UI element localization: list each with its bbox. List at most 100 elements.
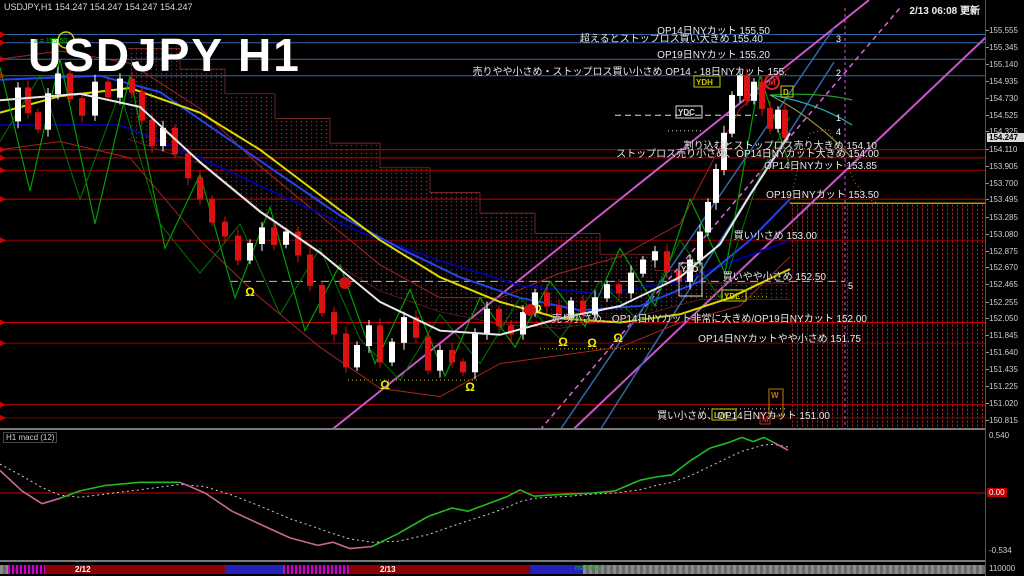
price-axis-tick: 151.640 (989, 348, 1018, 357)
macd-main-line (179, 481, 206, 494)
price-axis-tick: 153.905 (989, 162, 1018, 171)
current-price-badge: 154.247 (987, 133, 1024, 142)
macd-main-line (0, 469, 23, 492)
macd-main-line (671, 460, 691, 476)
timeline-segment (583, 565, 985, 574)
macd-main-line (549, 493, 571, 496)
macd-indicator-chart[interactable] (0, 430, 1024, 560)
macd-main-line (781, 446, 789, 451)
omega-marker-icon: Ω (613, 331, 623, 345)
red-dot-marker-icon (339, 277, 351, 289)
level-arrow-icon (0, 167, 6, 174)
level-arrow-icon (0, 340, 6, 347)
price-axis-tick: 151.020 (989, 399, 1018, 408)
macd-main-line (487, 495, 509, 505)
level-arrow-icon (0, 31, 6, 38)
macd-main-line (104, 481, 141, 487)
macd-main-line (614, 479, 641, 492)
signal-markers: Ω Ω Ω Ω Ω Ω Ω M (57, 31, 780, 394)
price-axis-tick: 152.050 (989, 314, 1018, 323)
price-axis-tick: 150.815 (989, 416, 1018, 425)
op-level-lines (0, 31, 985, 421)
timeline-segment (225, 565, 283, 574)
omega-marker-icon: Ω (465, 380, 475, 394)
price-axis-tick: 154.935 (989, 77, 1018, 86)
symbol-ohlc-info: USDJPY,H1 154.247 154.247 154.247 154.24… (4, 2, 193, 12)
small-indicator-label: a = 155.50 (34, 38, 68, 45)
macd-axis-tick: -0.534 (989, 546, 1012, 556)
red-dot-marker-icon (524, 304, 536, 316)
macd-zero-badge: 0.00 (987, 488, 1007, 497)
ma-white (0, 92, 791, 336)
omega-marker-icon: Ω (380, 378, 390, 392)
omega-marker-icon: Ω (532, 302, 542, 316)
price-axis-tick: 153.700 (989, 179, 1018, 188)
price-axis-tick: 153.495 (989, 195, 1018, 204)
macd-main-line (451, 507, 469, 512)
price-axis-tick: 155.140 (989, 60, 1018, 69)
macd-main-line (569, 492, 593, 495)
macd-main-line (79, 484, 106, 492)
price-axis-tick: 153.285 (989, 213, 1018, 222)
svg-text:M: M (768, 77, 776, 87)
timeline-segment (530, 565, 583, 574)
price-axis-tick: 152.670 (989, 263, 1018, 272)
price-axis-tick: 153.080 (989, 230, 1018, 239)
macd-main-line (371, 532, 399, 548)
timeline-date-label: 2/12 (75, 565, 91, 574)
price-axis-tick: 152.875 (989, 247, 1018, 256)
macd-axis-tick: 0.540 (989, 431, 1010, 441)
svg-text:YDH: YDH (696, 78, 713, 87)
macd-main-line (709, 441, 729, 449)
level-arrow-icon (0, 319, 6, 326)
macd-main-line (507, 489, 521, 497)
macd-main-line (689, 447, 711, 462)
macd-main-line (655, 474, 673, 478)
m-pattern-marker-icon (764, 74, 780, 90)
price-axis[interactable]: 154.247 0.00 155.555 155.345 155.140 154.93… (985, 0, 1024, 576)
level-arrow-icon (0, 39, 6, 46)
timeline-segment (0, 565, 8, 574)
macd-main-line (231, 510, 263, 526)
timeline-date-label: 2/13 (380, 565, 396, 574)
price-axis-tick: 154.110 (989, 145, 1018, 154)
bollinger-bands (0, 50, 791, 398)
level-arrow-icon (0, 414, 6, 421)
macd-main-line (349, 545, 373, 550)
macd-main-line (773, 441, 783, 448)
macd-main-line (289, 537, 319, 547)
macd-pane-label: H1 macd (12) (3, 432, 58, 443)
candlesticks (15, 66, 788, 380)
macd-main-line (639, 476, 657, 481)
macd-main-line (727, 436, 743, 444)
price-axis-tick: 151.435 (989, 365, 1018, 374)
macd-footnote-label: macd(12) (575, 565, 605, 572)
omega-marker-icon: Ω (558, 335, 568, 349)
macd-main-line (427, 507, 453, 518)
price-axis-tick: 154.730 (989, 94, 1018, 103)
main-price-chart[interactable]: YDH YDC D YDO YDL LWL M W Ω Ω Ω Ω Ω Ω Ω M (0, 0, 1024, 430)
session-label-boxes: YDH YDC D YDO YDL LWL M W (675, 75, 794, 425)
level-arrow-icon (0, 237, 6, 244)
macd-main-line (261, 524, 291, 539)
svg-text:YDC: YDC (678, 108, 695, 117)
omega-marker-icon: Ω (587, 336, 597, 350)
macd-main-line (21, 490, 43, 505)
chart-watermark: USDJPY H1 (28, 29, 301, 81)
future-kumo-zone (789, 128, 985, 430)
price-axis-tick: 155.555 (989, 26, 1018, 35)
macd-main-line (752, 436, 765, 443)
pane-divider-bottom[interactable] (0, 560, 1024, 562)
timeline-segment (283, 565, 350, 574)
macd-axis-extra-tick: 110000 (989, 564, 1016, 573)
macd-main-line (41, 497, 61, 505)
timeline-segment (45, 565, 225, 574)
svg-text:YDO: YDO (681, 265, 698, 274)
macd-main-line (332, 541, 351, 550)
omega-marker-icon: Ω (245, 285, 255, 299)
macd-main-line (317, 541, 334, 547)
timeline-scrollbar[interactable]: 2/12 2/13 (0, 563, 1024, 576)
price-axis-tick: 154.325 (989, 127, 1018, 136)
macd-main-line (204, 492, 233, 512)
pane-divider-top[interactable] (0, 428, 1024, 430)
